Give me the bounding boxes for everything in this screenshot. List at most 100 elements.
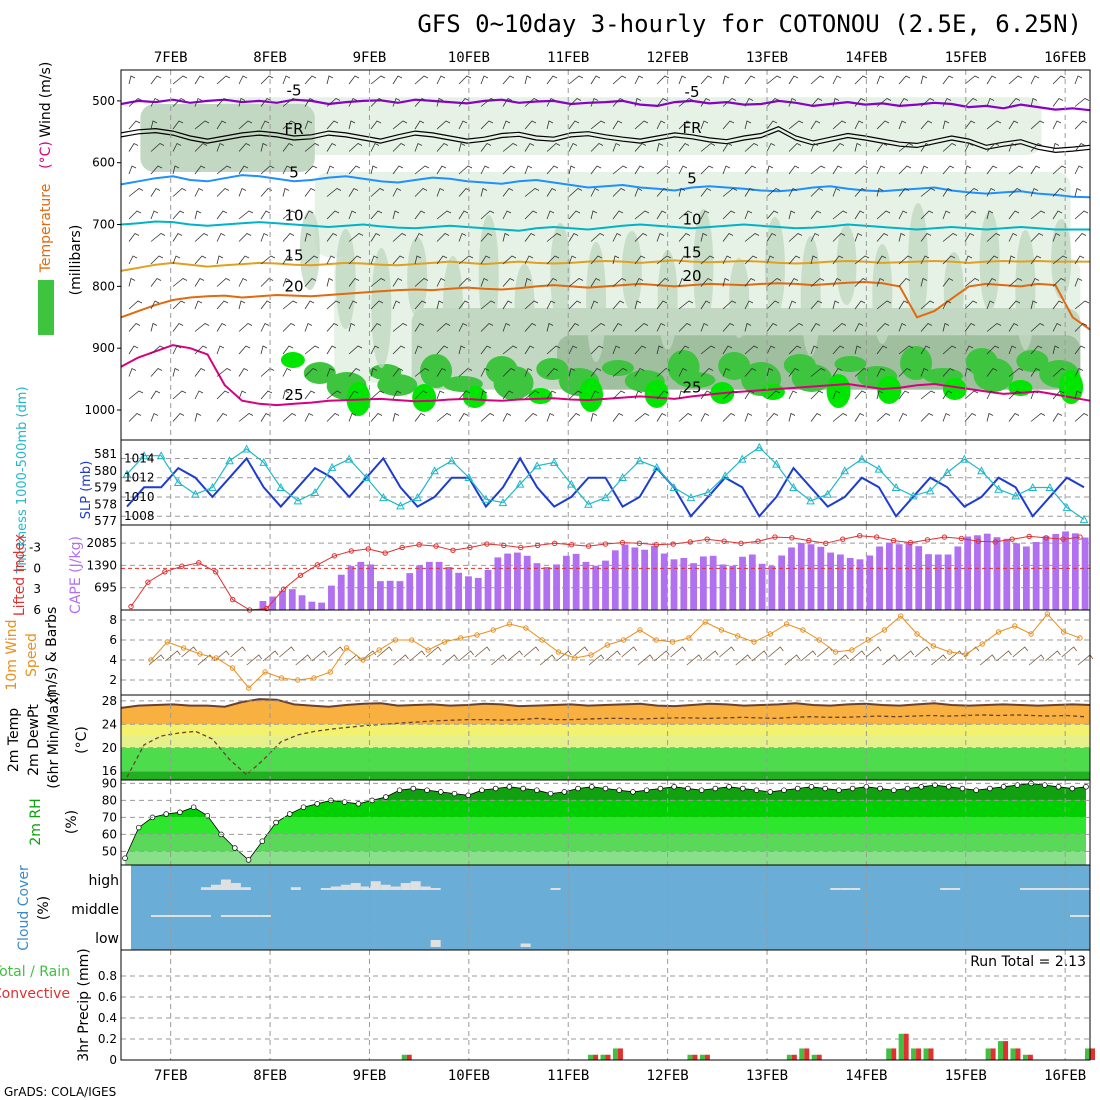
wind-barb	[458, 210, 469, 220]
wind-barb	[230, 646, 246, 658]
wind-speed-marker	[278, 675, 285, 681]
lifted-index-marker	[958, 535, 965, 542]
wind-barb	[458, 300, 470, 310]
wind-barb	[304, 120, 313, 130]
pressure-tick-label: 1000	[84, 403, 115, 417]
wind-barb	[260, 255, 276, 265]
wind-barb	[568, 232, 579, 242]
wind-barb	[392, 143, 406, 152]
wind-speed-marker	[653, 637, 659, 643]
thickness-marker	[584, 499, 593, 508]
wind-speed-marker	[686, 635, 692, 641]
thickness-marker	[601, 493, 610, 502]
wind-barb	[194, 97, 203, 107]
lifted-index-marker	[721, 538, 727, 544]
wind-barb	[392, 233, 407, 242]
cloud-bar-middle	[260, 915, 271, 917]
rh-marker	[1000, 784, 1007, 790]
wind-barb	[568, 188, 583, 197]
wind-barb	[656, 412, 667, 422]
wind-barb	[920, 210, 934, 220]
wind-barb	[766, 120, 778, 130]
wind-barb	[810, 390, 824, 400]
wind-barb	[854, 165, 869, 175]
wind-barb	[414, 188, 428, 197]
above-temp-mask	[121, 695, 1090, 708]
wind-barb	[150, 97, 160, 107]
rh-high-blob	[303, 362, 336, 384]
lifted-index-marker	[331, 553, 338, 559]
wind-barb	[920, 367, 929, 377]
wind-barb	[898, 165, 912, 175]
cape-bar	[494, 557, 502, 610]
wind-barb	[238, 210, 254, 220]
pressure-tick-label: 900	[92, 341, 115, 355]
wind-barb	[722, 210, 736, 220]
rh-marker	[918, 784, 925, 790]
wind-barb	[436, 120, 451, 130]
wind-barb	[744, 368, 757, 377]
wind-barb	[744, 233, 760, 242]
wind-barb	[964, 300, 978, 310]
cloud-bar-high	[1070, 888, 1081, 890]
wind-barb	[920, 390, 936, 400]
rh-marker	[891, 787, 897, 793]
wind-barb	[854, 75, 868, 85]
lifted-index-marker	[907, 539, 914, 546]
wind-barb	[238, 277, 248, 287]
wind-barb	[634, 233, 648, 242]
wind-barb	[425, 646, 442, 658]
cape-bar	[827, 552, 835, 610]
cloud-bar-high	[370, 881, 381, 890]
rh-marker	[945, 784, 952, 790]
rh-marker	[259, 838, 266, 844]
wind-barb	[898, 210, 908, 220]
wind-barb	[876, 142, 888, 152]
cape-bar	[347, 566, 355, 610]
wind-barb	[1008, 412, 1020, 422]
isotherm-label: 5	[289, 163, 299, 181]
wind-barb	[546, 233, 562, 242]
cape-bar	[386, 580, 394, 610]
thickness-marker	[703, 487, 713, 497]
lifted-index-marker	[568, 542, 575, 548]
wind-barb	[568, 98, 582, 107]
wind-axis-label-2: Speed	[24, 633, 40, 677]
cape-bar	[885, 542, 893, 610]
wind-barb	[370, 255, 379, 265]
wind-barb	[194, 390, 204, 400]
cape-bar	[807, 544, 815, 610]
wind-barb	[942, 187, 953, 197]
wind-barb	[414, 345, 423, 355]
wind-barb	[1008, 390, 1022, 400]
wind-barb	[326, 413, 340, 422]
wind-barb	[722, 98, 737, 107]
cape-tick-label: 695	[94, 581, 117, 595]
wind-barb	[590, 390, 600, 400]
wind-barb	[216, 345, 225, 355]
cloud-bar-high	[350, 883, 361, 890]
cloud-cover-panel: high middle low Cloud Cover (%)	[16, 864, 1091, 951]
rh-marker	[204, 812, 211, 819]
wind-barb	[524, 300, 539, 310]
wind-speed-marker	[425, 647, 431, 653]
wind-barb	[898, 255, 913, 265]
rh-high-blob	[462, 386, 487, 408]
wind-speed-marker	[995, 629, 1002, 635]
rh-band	[125, 800, 1086, 818]
wind-barb	[128, 210, 142, 220]
wind-barb	[172, 390, 187, 400]
cape-bar	[416, 565, 423, 610]
cloud-bar-high	[430, 888, 441, 890]
wind-barb	[150, 255, 164, 265]
rh-marker	[712, 785, 719, 792]
cloud-bar-low	[520, 943, 531, 947]
wind-barb	[854, 278, 868, 287]
wind-barb	[150, 368, 163, 377]
wind-barb	[678, 120, 692, 130]
cloud-bar-high	[360, 886, 371, 890]
wind-barb	[348, 187, 359, 197]
rh-marker	[410, 785, 417, 792]
wind-barb	[216, 368, 232, 377]
wind-barb	[744, 143, 759, 152]
